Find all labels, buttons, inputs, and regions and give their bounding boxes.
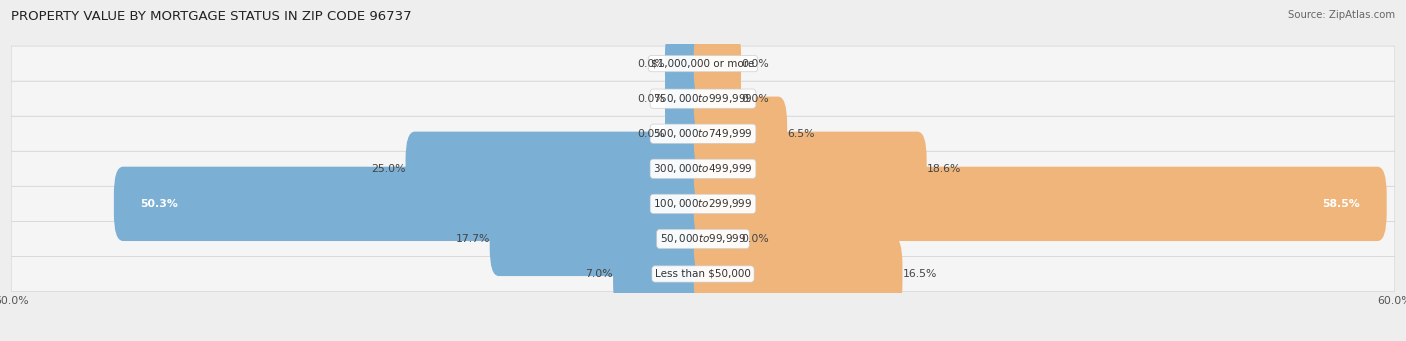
Text: 0.0%: 0.0% bbox=[637, 129, 665, 139]
Text: 0.0%: 0.0% bbox=[637, 59, 665, 69]
Text: 0.0%: 0.0% bbox=[741, 234, 769, 244]
FancyBboxPatch shape bbox=[613, 237, 713, 311]
FancyBboxPatch shape bbox=[693, 27, 741, 101]
Text: $1,000,000 or more: $1,000,000 or more bbox=[651, 59, 755, 69]
Text: $300,000 to $499,999: $300,000 to $499,999 bbox=[654, 162, 752, 175]
FancyBboxPatch shape bbox=[11, 256, 1395, 292]
Text: 16.5%: 16.5% bbox=[903, 269, 936, 279]
Text: 7.0%: 7.0% bbox=[585, 269, 613, 279]
FancyBboxPatch shape bbox=[405, 132, 713, 206]
Legend: Without Mortgage, With Mortgage: Without Mortgage, With Mortgage bbox=[582, 338, 824, 341]
FancyBboxPatch shape bbox=[11, 186, 1395, 221]
FancyBboxPatch shape bbox=[693, 237, 903, 311]
FancyBboxPatch shape bbox=[11, 81, 1395, 116]
FancyBboxPatch shape bbox=[693, 61, 741, 136]
Text: 25.0%: 25.0% bbox=[371, 164, 405, 174]
Text: $500,000 to $749,999: $500,000 to $749,999 bbox=[654, 127, 752, 140]
FancyBboxPatch shape bbox=[665, 27, 713, 101]
Text: 0.0%: 0.0% bbox=[637, 94, 665, 104]
Text: $100,000 to $299,999: $100,000 to $299,999 bbox=[654, 197, 752, 210]
FancyBboxPatch shape bbox=[693, 202, 741, 276]
FancyBboxPatch shape bbox=[489, 202, 713, 276]
FancyBboxPatch shape bbox=[11, 151, 1395, 186]
FancyBboxPatch shape bbox=[665, 97, 713, 171]
Text: $750,000 to $999,999: $750,000 to $999,999 bbox=[654, 92, 752, 105]
Text: 58.5%: 58.5% bbox=[1323, 199, 1360, 209]
Text: PROPERTY VALUE BY MORTGAGE STATUS IN ZIP CODE 96737: PROPERTY VALUE BY MORTGAGE STATUS IN ZIP… bbox=[11, 10, 412, 23]
FancyBboxPatch shape bbox=[693, 97, 787, 171]
Text: 17.7%: 17.7% bbox=[456, 234, 489, 244]
Text: 18.6%: 18.6% bbox=[927, 164, 962, 174]
Text: Less than $50,000: Less than $50,000 bbox=[655, 269, 751, 279]
Text: 0.0%: 0.0% bbox=[741, 94, 769, 104]
FancyBboxPatch shape bbox=[693, 132, 927, 206]
FancyBboxPatch shape bbox=[11, 116, 1395, 151]
Text: $50,000 to $99,999: $50,000 to $99,999 bbox=[659, 233, 747, 246]
Text: Source: ZipAtlas.com: Source: ZipAtlas.com bbox=[1288, 10, 1395, 20]
FancyBboxPatch shape bbox=[11, 221, 1395, 256]
FancyBboxPatch shape bbox=[665, 61, 713, 136]
FancyBboxPatch shape bbox=[114, 167, 713, 241]
FancyBboxPatch shape bbox=[11, 46, 1395, 81]
Text: 6.5%: 6.5% bbox=[787, 129, 814, 139]
FancyBboxPatch shape bbox=[693, 167, 1386, 241]
Text: 0.0%: 0.0% bbox=[741, 59, 769, 69]
Text: 50.3%: 50.3% bbox=[141, 199, 179, 209]
